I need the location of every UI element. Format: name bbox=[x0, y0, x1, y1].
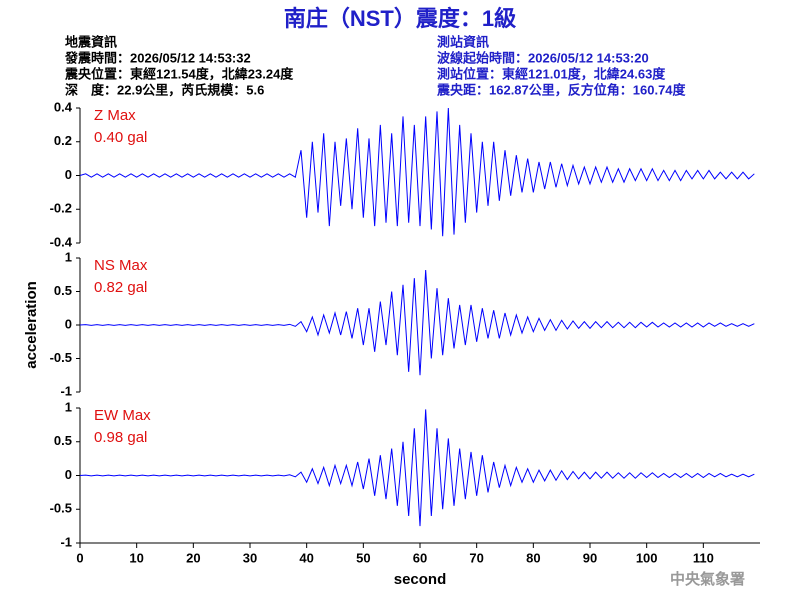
y-tick-label: -0.5 bbox=[50, 350, 72, 365]
info-left: 深 度：22.9公里，芮氏規模：5.6 bbox=[65, 82, 264, 97]
y-axis-label: acceleration bbox=[23, 281, 40, 369]
x-tick-label: 110 bbox=[693, 550, 714, 565]
y-tick-label: 0 bbox=[65, 467, 72, 482]
waveform bbox=[79, 409, 755, 527]
annotation: 0.98 gal bbox=[94, 429, 147, 446]
y-tick-label: 1 bbox=[65, 399, 72, 414]
info-left: 震央位置：東經121.54度，北緯23.24度 bbox=[64, 66, 294, 81]
annotation: EW Max bbox=[94, 407, 151, 424]
y-tick-label: 0 bbox=[65, 167, 72, 182]
x-tick-label: 40 bbox=[299, 550, 313, 565]
footer: 中央氣象署 bbox=[670, 570, 745, 588]
info-right: 震央距：162.87公里，反方位角：160.74度 bbox=[436, 82, 687, 97]
x-tick-label: 90 bbox=[583, 550, 597, 565]
x-tick-label: 10 bbox=[129, 550, 143, 565]
waveform bbox=[79, 107, 755, 237]
x-tick-label: 60 bbox=[413, 550, 427, 565]
y-tick-label: 0 bbox=[65, 316, 72, 331]
x-tick-label: 100 bbox=[636, 550, 658, 565]
y-tick-label: -0.2 bbox=[50, 201, 72, 216]
x-tick-label: 20 bbox=[186, 550, 200, 565]
annotation: 0.40 gal bbox=[94, 129, 147, 146]
x-tick-label: 70 bbox=[469, 550, 483, 565]
info-left: 發震時間：2026/05/12 14:53:32 bbox=[64, 50, 251, 65]
annotation: 0.82 gal bbox=[94, 279, 147, 296]
waveform bbox=[79, 270, 755, 376]
x-axis-label: second bbox=[394, 571, 447, 588]
y-tick-label: -0.4 bbox=[50, 234, 73, 249]
info-right: 測站位置：東經121.01度，北緯24.63度 bbox=[437, 66, 666, 81]
y-tick-label: 0.2 bbox=[54, 133, 72, 148]
y-tick-label: -1 bbox=[60, 534, 72, 549]
x-tick-label: 30 bbox=[243, 550, 257, 565]
title: 南庄（NST）震度：1級 bbox=[284, 6, 516, 31]
info-right: 波線起始時間：2026/05/12 14:53:20 bbox=[437, 50, 649, 65]
annotation: Z Max bbox=[94, 107, 136, 124]
x-tick-label: 80 bbox=[526, 550, 540, 565]
y-tick-label: 0.5 bbox=[54, 433, 72, 448]
annotation: NS Max bbox=[94, 257, 148, 274]
y-tick-label: -0.5 bbox=[50, 501, 72, 516]
x-tick-label: 50 bbox=[356, 550, 370, 565]
y-tick-label: -1 bbox=[60, 383, 72, 398]
y-tick-label: 0.5 bbox=[54, 283, 72, 298]
info-left: 地震資訊 bbox=[65, 34, 117, 49]
info-right: 測站資訊 bbox=[437, 34, 489, 49]
y-tick-label: 1 bbox=[65, 249, 72, 264]
y-tick-label: 0.4 bbox=[54, 99, 73, 114]
x-tick-label: 0 bbox=[76, 550, 83, 565]
